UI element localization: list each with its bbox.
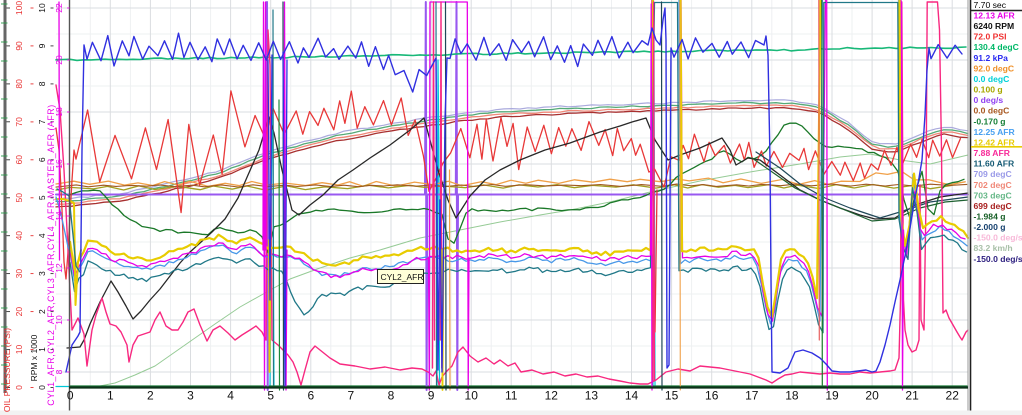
svg-text:12.25 AFR: 12.25 AFR bbox=[974, 127, 1016, 137]
svg-text:15: 15 bbox=[665, 389, 679, 403]
svg-text:10: 10 bbox=[0, 356, 2, 364]
svg-text:12.42 AFR: 12.42 AFR bbox=[974, 137, 1016, 147]
svg-text:6: 6 bbox=[307, 389, 314, 403]
svg-text:703 degC: 703 degC bbox=[974, 190, 1012, 200]
svg-text:CYL1_AFR,CYL2_AFR,CYL3_AFR,CYL: CYL1_AFR,CYL2_AFR,CYL3_AFR,CYL4_AFR,MAST… bbox=[46, 104, 56, 405]
svg-text:0.0 degC: 0.0 degC bbox=[974, 74, 1010, 84]
svg-text:20: 20 bbox=[0, 331, 2, 339]
svg-text:110: 110 bbox=[0, 104, 2, 115]
svg-text:2: 2 bbox=[37, 309, 47, 314]
svg-text:10: 10 bbox=[37, 3, 47, 13]
svg-text:60: 60 bbox=[14, 155, 24, 165]
svg-text:4: 4 bbox=[37, 233, 47, 238]
svg-text:50: 50 bbox=[0, 256, 2, 264]
svg-text:5: 5 bbox=[37, 195, 47, 200]
svg-text:709 degC: 709 degC bbox=[974, 169, 1012, 179]
svg-text:3: 3 bbox=[187, 389, 194, 403]
svg-text:120: 120 bbox=[0, 79, 2, 90]
svg-text:12: 12 bbox=[54, 263, 64, 273]
svg-text:91.2 kPa: 91.2 kPa bbox=[974, 53, 1009, 63]
svg-text:0.100 g: 0.100 g bbox=[974, 85, 1003, 95]
svg-text:19: 19 bbox=[825, 389, 839, 403]
svg-text:2: 2 bbox=[147, 389, 154, 403]
svg-text:17: 17 bbox=[745, 389, 759, 403]
svg-text:-2.000 g: -2.000 g bbox=[974, 222, 1006, 232]
svg-text:6: 6 bbox=[37, 157, 47, 162]
svg-text:4: 4 bbox=[227, 389, 234, 403]
svg-text:11: 11 bbox=[505, 389, 518, 403]
svg-text:12: 12 bbox=[545, 389, 559, 403]
svg-text:8: 8 bbox=[54, 369, 64, 374]
svg-text:6240 RPM: 6240 RPM bbox=[974, 21, 1015, 31]
svg-text:10: 10 bbox=[465, 389, 479, 403]
svg-text:10: 10 bbox=[14, 345, 24, 355]
svg-text:7: 7 bbox=[348, 389, 355, 403]
svg-text:10: 10 bbox=[54, 315, 64, 325]
svg-text:20: 20 bbox=[865, 389, 879, 403]
svg-text:30: 30 bbox=[0, 306, 2, 314]
svg-text:70: 70 bbox=[0, 206, 2, 214]
svg-text:0: 0 bbox=[37, 385, 47, 390]
svg-text:20: 20 bbox=[54, 55, 64, 65]
svg-text:40: 40 bbox=[0, 281, 2, 289]
svg-text:13: 13 bbox=[585, 389, 599, 403]
svg-text:-0.170 g: -0.170 g bbox=[974, 116, 1006, 126]
svg-text:30: 30 bbox=[14, 269, 24, 279]
svg-text:14: 14 bbox=[625, 389, 639, 403]
svg-text:80: 80 bbox=[14, 79, 24, 89]
svg-text:-150.0 deg/s: -150.0 deg/s bbox=[974, 233, 1022, 243]
svg-text:16: 16 bbox=[54, 159, 64, 169]
svg-text:9: 9 bbox=[428, 389, 435, 403]
svg-text:0: 0 bbox=[14, 385, 24, 390]
svg-text:16: 16 bbox=[705, 389, 719, 403]
svg-text:14: 14 bbox=[54, 211, 64, 221]
svg-text:8: 8 bbox=[37, 81, 47, 86]
svg-text:8: 8 bbox=[388, 389, 395, 403]
svg-text:18: 18 bbox=[54, 107, 64, 117]
svg-text:702 degC: 702 degC bbox=[974, 180, 1012, 190]
svg-text:CYL2_AFR: CYL2_AFR bbox=[381, 272, 424, 282]
svg-text:3: 3 bbox=[37, 271, 47, 276]
svg-text:RPM x 1000: RPM x 1000 bbox=[29, 334, 39, 381]
svg-text:50: 50 bbox=[14, 193, 24, 203]
svg-text:9: 9 bbox=[37, 43, 47, 48]
svg-text:90: 90 bbox=[0, 156, 2, 164]
svg-text:40: 40 bbox=[14, 231, 24, 241]
svg-text:22: 22 bbox=[946, 389, 960, 403]
svg-text:100: 100 bbox=[14, 1, 24, 15]
svg-text:0: 0 bbox=[0, 383, 2, 387]
svg-text:7.88 AFR: 7.88 AFR bbox=[974, 148, 1011, 158]
svg-text:100: 100 bbox=[0, 129, 2, 140]
svg-text:0 deg/s: 0 deg/s bbox=[974, 95, 1004, 105]
svg-text:140: 140 bbox=[0, 29, 2, 40]
svg-text:80: 80 bbox=[0, 181, 2, 189]
svg-text:130: 130 bbox=[0, 54, 2, 65]
svg-text:20: 20 bbox=[14, 307, 24, 317]
svg-text:90: 90 bbox=[14, 41, 24, 51]
svg-text:60: 60 bbox=[0, 231, 2, 239]
svg-text:70: 70 bbox=[14, 117, 24, 127]
svg-text:1: 1 bbox=[37, 347, 47, 352]
svg-text:0: 0 bbox=[67, 389, 74, 403]
svg-text:18: 18 bbox=[785, 389, 799, 403]
svg-text:12.13 AFR: 12.13 AFR bbox=[974, 11, 1016, 21]
svg-text:11.60 AFR: 11.60 AFR bbox=[974, 159, 1016, 169]
svg-text:83.2 km/h: 83.2 km/h bbox=[974, 243, 1013, 253]
svg-text:92.0 degC: 92.0 degC bbox=[974, 63, 1015, 73]
svg-text:22: 22 bbox=[54, 3, 64, 13]
svg-text:-1.984 g: -1.984 g bbox=[974, 212, 1006, 222]
svg-text:130.4 degC: 130.4 degC bbox=[974, 42, 1019, 52]
svg-text:5: 5 bbox=[267, 389, 274, 403]
svg-text:72.0 PSI: 72.0 PSI bbox=[974, 32, 1007, 42]
svg-text:OIL PRESSURE (PSI): OIL PRESSURE (PSI) bbox=[2, 328, 12, 412]
svg-text:1: 1 bbox=[107, 389, 114, 403]
svg-text:-150.0 deg/s: -150.0 deg/s bbox=[974, 254, 1022, 264]
svg-text:21: 21 bbox=[905, 389, 919, 403]
svg-text:0.0 degC: 0.0 degC bbox=[974, 106, 1010, 116]
svg-text:7: 7 bbox=[37, 119, 47, 124]
svg-text:7.70 sec: 7.70 sec bbox=[974, 0, 1007, 10]
svg-text:150: 150 bbox=[0, 4, 2, 15]
svg-text:699 degC: 699 degC bbox=[974, 201, 1012, 211]
